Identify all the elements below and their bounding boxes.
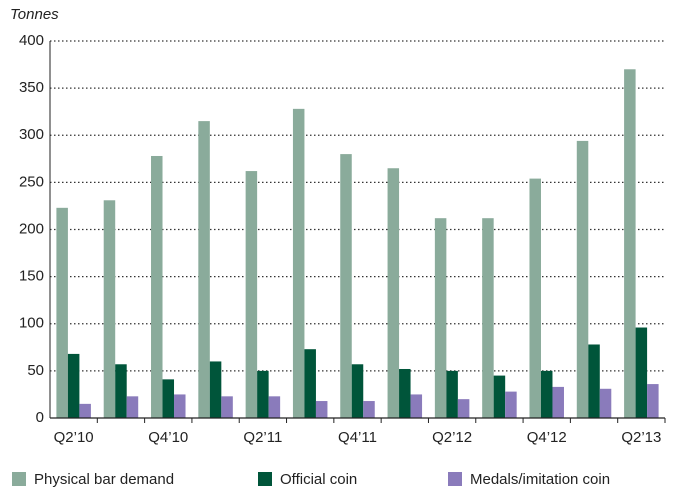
bar [221, 396, 233, 418]
y-tick-label: 200 [19, 220, 44, 237]
bar [126, 396, 139, 418]
bar [304, 349, 316, 418]
bar [245, 171, 258, 418]
x-tick-label: Q4’11 [338, 429, 377, 446]
x-tick-label: Q2’10 [54, 429, 94, 446]
bar [151, 155, 163, 419]
bar [315, 401, 328, 418]
legend-label: Physical bar demand [34, 471, 174, 488]
bar [79, 403, 91, 418]
bar [647, 384, 659, 418]
y-tick-label: 0 [36, 409, 44, 426]
bar [434, 218, 447, 418]
legend-swatch [12, 472, 26, 486]
bar [209, 361, 222, 418]
bar [635, 327, 648, 418]
bar [599, 388, 612, 418]
bar [552, 386, 564, 418]
bar [410, 394, 423, 418]
bar [505, 391, 517, 418]
legend-label: Official coin [280, 471, 357, 488]
bar [174, 394, 186, 418]
bar [103, 200, 116, 418]
bar [340, 154, 352, 418]
legend-swatch [258, 472, 272, 486]
bar [540, 370, 553, 418]
legend-label: Medals/imitation coin [470, 471, 610, 488]
x-tick-label: Q4’12 [527, 429, 567, 446]
bar [588, 344, 600, 418]
bar [56, 207, 68, 418]
bar [257, 370, 269, 418]
legend-swatch [448, 472, 462, 486]
y-tick-label: 350 [19, 79, 44, 96]
bar [576, 140, 589, 418]
x-tick-label: Q2’13 [621, 429, 661, 446]
bar [292, 108, 305, 419]
bar [162, 379, 175, 418]
y-tick-label: 50 [27, 362, 44, 379]
bar [363, 401, 375, 418]
y-tick-label: 150 [19, 268, 44, 285]
y-tick-label: 100 [19, 315, 44, 332]
y-tick-label: 250 [19, 173, 44, 190]
x-tick-label: Q2’12 [432, 429, 472, 446]
bar [399, 368, 411, 418]
bar [529, 178, 541, 418]
bar [446, 370, 458, 418]
y-tick-label: 400 [19, 32, 44, 49]
y-tick-label: 300 [19, 126, 44, 143]
bar [351, 364, 364, 418]
bar [457, 399, 470, 418]
x-tick-label: Q2’11 [243, 429, 282, 446]
bar [493, 375, 506, 418]
y-axis-label: Tonnes [10, 6, 59, 23]
bar [482, 218, 494, 418]
bar [624, 69, 636, 419]
bar [115, 364, 127, 418]
bar [268, 396, 281, 418]
bar [198, 121, 210, 419]
x-tick-label: Q4’10 [148, 429, 188, 446]
bar [387, 168, 400, 418]
bar [67, 353, 80, 418]
